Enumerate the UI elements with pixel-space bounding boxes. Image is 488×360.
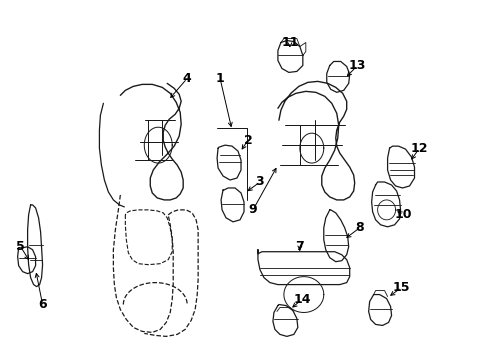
Text: 9: 9 xyxy=(248,203,257,216)
Text: 10: 10 xyxy=(394,208,411,221)
Text: 7: 7 xyxy=(295,240,304,253)
Text: 13: 13 xyxy=(348,59,366,72)
Text: 3: 3 xyxy=(255,175,264,189)
Text: 6: 6 xyxy=(38,298,47,311)
Text: 2: 2 xyxy=(243,134,252,147)
Text: 14: 14 xyxy=(292,293,310,306)
Text: 1: 1 xyxy=(215,72,224,85)
Text: 15: 15 xyxy=(392,281,409,294)
Text: 12: 12 xyxy=(410,141,427,155)
Text: 11: 11 xyxy=(281,36,298,49)
Text: 4: 4 xyxy=(183,72,191,85)
Text: 5: 5 xyxy=(16,240,25,253)
Text: 8: 8 xyxy=(355,221,363,234)
